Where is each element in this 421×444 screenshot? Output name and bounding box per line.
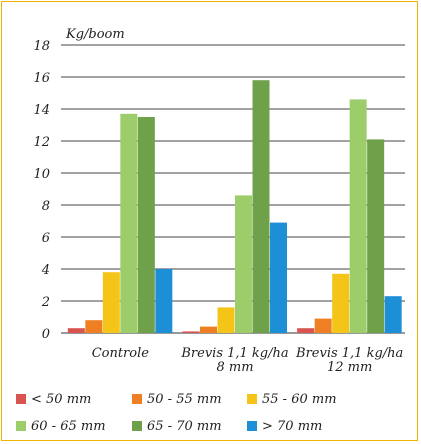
bar (217, 307, 235, 333)
legend-item: > 70 mm (247, 419, 322, 434)
legend: < 50 mm 50 - 55 mm 55 - 60 mm 60 - 65 mm 65 … (16, 392, 337, 434)
bar (85, 320, 103, 333)
bar (182, 331, 200, 333)
y-tick-label: 16 (33, 71, 50, 86)
y-axis-label: Kg/boom (65, 27, 125, 42)
legend-swatch (247, 421, 257, 431)
bar (102, 272, 120, 333)
bar (349, 99, 367, 334)
legend-label: > 70 mm (262, 419, 322, 434)
bar (332, 273, 350, 333)
bar (270, 222, 287, 333)
legend-swatch (16, 394, 26, 404)
x-tick-label: Brevis 1,1 kg/ha (295, 346, 403, 361)
bar (367, 139, 385, 333)
legend-swatch (16, 421, 26, 431)
y-tick-label: 4 (41, 263, 50, 278)
legend-swatch (247, 394, 257, 404)
bar (120, 113, 138, 333)
x-tick-label: Brevis 1,1 kg/ha (180, 346, 288, 361)
bar (252, 80, 270, 333)
legend-item: < 50 mm (16, 392, 91, 407)
y-tick-label: 2 (41, 295, 50, 310)
y-tick-label: 8 (42, 199, 50, 214)
legend-swatch (132, 394, 142, 404)
bar (314, 318, 332, 333)
legend-label: 65 - 70 mm (147, 419, 222, 434)
bar (384, 296, 402, 333)
y-tick-label: 18 (33, 39, 50, 54)
legend-item: 60 - 65 mm (16, 419, 106, 434)
bar (155, 269, 173, 333)
bar (297, 328, 315, 333)
y-tick-label: 14 (33, 103, 50, 118)
bar (235, 195, 252, 333)
y-tick-label: 12 (33, 135, 50, 150)
y-tick-label: 10 (33, 167, 50, 182)
bar (137, 117, 155, 333)
bars (67, 80, 402, 334)
y-tick-label: 0 (42, 327, 50, 342)
legend-item: 55 - 60 mm (247, 392, 337, 407)
legend-label: 60 - 65 mm (31, 419, 106, 434)
x-tick-label: 8 mm (216, 360, 253, 375)
legend-item: 65 - 70 mm (132, 419, 222, 434)
bar (67, 328, 85, 333)
legend-label: < 50 mm (31, 392, 91, 407)
bar (200, 326, 217, 333)
legend-swatch (132, 421, 142, 431)
x-tick-label: Controle (92, 346, 150, 361)
legend-item: 50 - 55 mm (132, 392, 222, 407)
y-tick-labels: 0 2 4 6 8 10 12 14 16 18 (33, 39, 50, 342)
y-tick-label: 6 (42, 231, 50, 246)
legend-label: 55 - 60 mm (262, 392, 337, 407)
x-tick-label: 12 mm (327, 360, 372, 375)
legend-label: 50 - 55 mm (147, 392, 222, 407)
